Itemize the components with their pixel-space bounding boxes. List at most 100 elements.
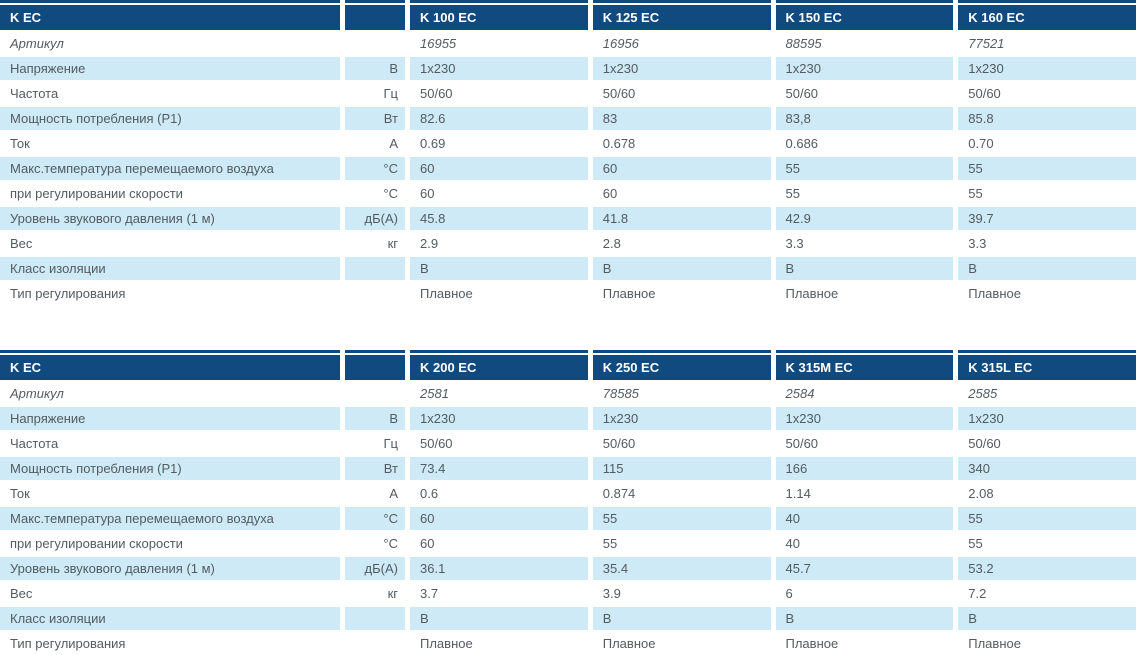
cell-value: 83,8 (775, 107, 954, 130)
row-unit (345, 607, 405, 630)
cell-value: Плавное (785, 286, 839, 301)
cell-value: 16956 (602, 36, 639, 51)
row-label: Мощность потребления (P1) (0, 107, 340, 130)
cell-value: 1x230 (958, 407, 1136, 430)
row-label: при регулировании скорости (10, 536, 183, 551)
cell-value: 55 (958, 157, 1136, 180)
cell-value: 40 (775, 507, 954, 530)
cell-value: 1x230 (410, 57, 588, 80)
row-unit: кг (387, 236, 398, 251)
cell-value: 2.08 (968, 486, 994, 501)
row-label: Вес (10, 586, 33, 601)
cell-value: 60 (592, 157, 771, 180)
cell-value: 340 (958, 457, 1136, 480)
table-top-rule (775, 350, 954, 353)
column-header: K 250 EC (592, 355, 771, 380)
row-unit (345, 382, 405, 405)
table-top-rule (345, 0, 405, 3)
row-unit: А (389, 136, 398, 151)
cell-value: 53.2 (958, 557, 1136, 580)
cell-value: 3.7 (420, 586, 439, 601)
cell-value: 88595 (785, 36, 822, 51)
cell-value: Плавное (968, 636, 1021, 651)
cell-value: 55 (592, 507, 771, 530)
cell-value: B (410, 257, 588, 280)
row-label: Напряжение (0, 407, 340, 430)
cell-value: 2.9 (420, 236, 439, 251)
row-label: Мощность потребления (P1) (0, 457, 340, 480)
cell-value: 1x230 (592, 57, 771, 80)
cell-value: 35.4 (592, 557, 771, 580)
cell-value: 2581 (420, 386, 449, 401)
cell-value: B (592, 257, 771, 280)
cell-value: 55 (968, 186, 983, 201)
cell-value: 6 (785, 586, 793, 601)
cell-value: 0.69 (420, 136, 446, 151)
row-label: Частота (10, 86, 59, 101)
column-header: K 315M EC (775, 355, 954, 380)
table-title: K EC (0, 355, 340, 380)
cell-value: 55 (775, 157, 954, 180)
column-header: K 315L EC (958, 355, 1136, 380)
cell-value: 16955 (420, 36, 457, 51)
table-top-rule (410, 350, 588, 353)
table-top-rule (345, 350, 405, 353)
cell-value: 42.9 (775, 207, 954, 230)
cell-value: 50/60 (602, 436, 636, 451)
cell-value: 55 (958, 507, 1136, 530)
row-label: Тип регулирования (10, 286, 126, 301)
cell-value: Плавное (602, 636, 656, 651)
table-top-rule (775, 0, 954, 3)
cell-value: 55 (785, 186, 800, 201)
cell-value: 2.8 (602, 236, 621, 251)
cell-value: 1x230 (775, 57, 954, 80)
cell-value: 36.1 (410, 557, 588, 580)
cell-value: B (410, 607, 588, 630)
cell-value: 40 (785, 536, 800, 551)
cell-value: Плавное (420, 286, 473, 301)
table-title: K EC (0, 5, 340, 30)
row-label: Ток (10, 486, 30, 501)
cell-value: 50/60 (968, 86, 1001, 101)
cell-value: Плавное (968, 286, 1021, 301)
cell-value: B (775, 257, 954, 280)
column-header: K 100 EC (410, 5, 588, 30)
cell-value: 3.3 (785, 236, 804, 251)
cell-value: 60 (410, 157, 588, 180)
cell-value: 50/60 (420, 86, 453, 101)
row-unit (345, 257, 405, 280)
cell-value: 2585 (968, 386, 998, 401)
column-header: K 125 EC (592, 5, 771, 30)
row-label: Класс изоляции (0, 257, 340, 280)
cell-value: B (958, 607, 1136, 630)
cell-value: 85.8 (958, 107, 1136, 130)
row-label: Макс.температура перемещаемого воздуха (0, 507, 340, 530)
row-unit (345, 32, 405, 55)
row-unit: дБ(А) (345, 557, 405, 580)
table-top-rule (958, 0, 1136, 3)
cell-value: B (592, 607, 771, 630)
row-label: Макс.температура перемещаемого воздуха (0, 157, 340, 180)
spec-table-top: K EC K 100 EC K 125 EC K 150 EC K 160 EC Арти… (0, 0, 1136, 305)
row-label: Уровень звукового давления (1 м) (0, 207, 340, 230)
row-unit: А (389, 486, 398, 501)
row-label: при регулировании скорости (10, 186, 183, 201)
cell-value: 82.6 (410, 107, 588, 130)
table-top-rule (0, 350, 340, 353)
cell-value: 50/60 (420, 436, 453, 451)
cell-value: B (958, 257, 1136, 280)
cell-value: 0.678 (602, 136, 636, 151)
cell-value: 50/60 (785, 86, 819, 101)
column-header: K 200 EC (410, 355, 588, 380)
cell-value: 2584 (785, 386, 815, 401)
cell-value: 50/60 (785, 436, 819, 451)
cell-value: 60 (410, 507, 588, 530)
unit-column-header (345, 355, 405, 380)
cell-value: 78585 (602, 386, 639, 401)
cell-value: Плавное (602, 286, 656, 301)
spec-table-bottom: K EC K 200 EC K 250 EC K 315M EC K 315L EC Ар… (0, 350, 1136, 655)
cell-value: 83 (592, 107, 771, 130)
row-label: Тип регулирования (10, 636, 126, 651)
cell-value: Плавное (420, 636, 473, 651)
cell-value: 60 (420, 186, 435, 201)
